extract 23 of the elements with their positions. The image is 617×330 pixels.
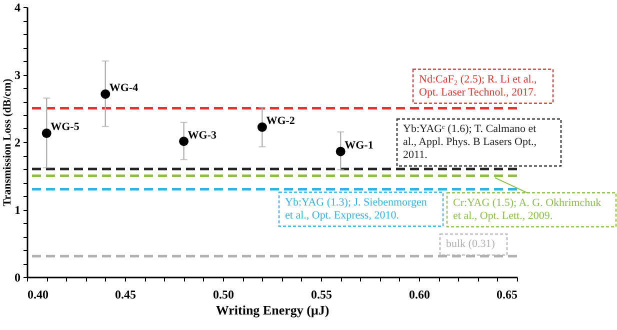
x-tick-label: 0.55 (311, 288, 332, 302)
y-tick-label: 3 (14, 68, 20, 82)
annotation: WG-4 (109, 82, 139, 94)
x-tick-label: 0.40 (28, 288, 48, 302)
x-axis-title: Writing Energy (μJ) (216, 302, 330, 318)
y-tick-label: 4 (14, 0, 20, 14)
annotation: WG-3 (188, 129, 218, 142)
x-tick-label: 0.65 (496, 288, 518, 302)
annotation: WG-1 (344, 139, 374, 152)
x-tick-label: 0.60 (409, 288, 430, 302)
y-tick-label: 0 (14, 270, 20, 284)
ref-line-label: Yb:YAGᶜ (1.6); T. Calmano et al., Appl. Phys. B Lasers Opt., 2011. (403, 123, 537, 161)
ref-line-label: Nd:CaF₂ (2.5); R. Li et al., Opt. Laser Technol., 2017. (419, 73, 538, 98)
annotation: WG-2 (266, 115, 296, 128)
x-tick-label: 0.45 (115, 288, 136, 302)
legend-label: Cr:YAG (1.5); A. G. Okhrimchuk et al., Opt. Lett., 2009. (453, 196, 602, 222)
y-tick-label: 1 (14, 203, 20, 217)
ref-line-label: bulk (0.31) (446, 238, 496, 250)
x-tick-label: 0.50 (213, 288, 234, 302)
y-axis-title: Transmission Loss (dB/cm) (2, 78, 14, 206)
y-tick-label: 2 (14, 136, 20, 150)
ref-line-label: Yb:YAG (1.3); J. Siebenmorgen et al., Opt. Express, 2010. (285, 196, 428, 222)
annotation: WG-5 (50, 121, 80, 134)
